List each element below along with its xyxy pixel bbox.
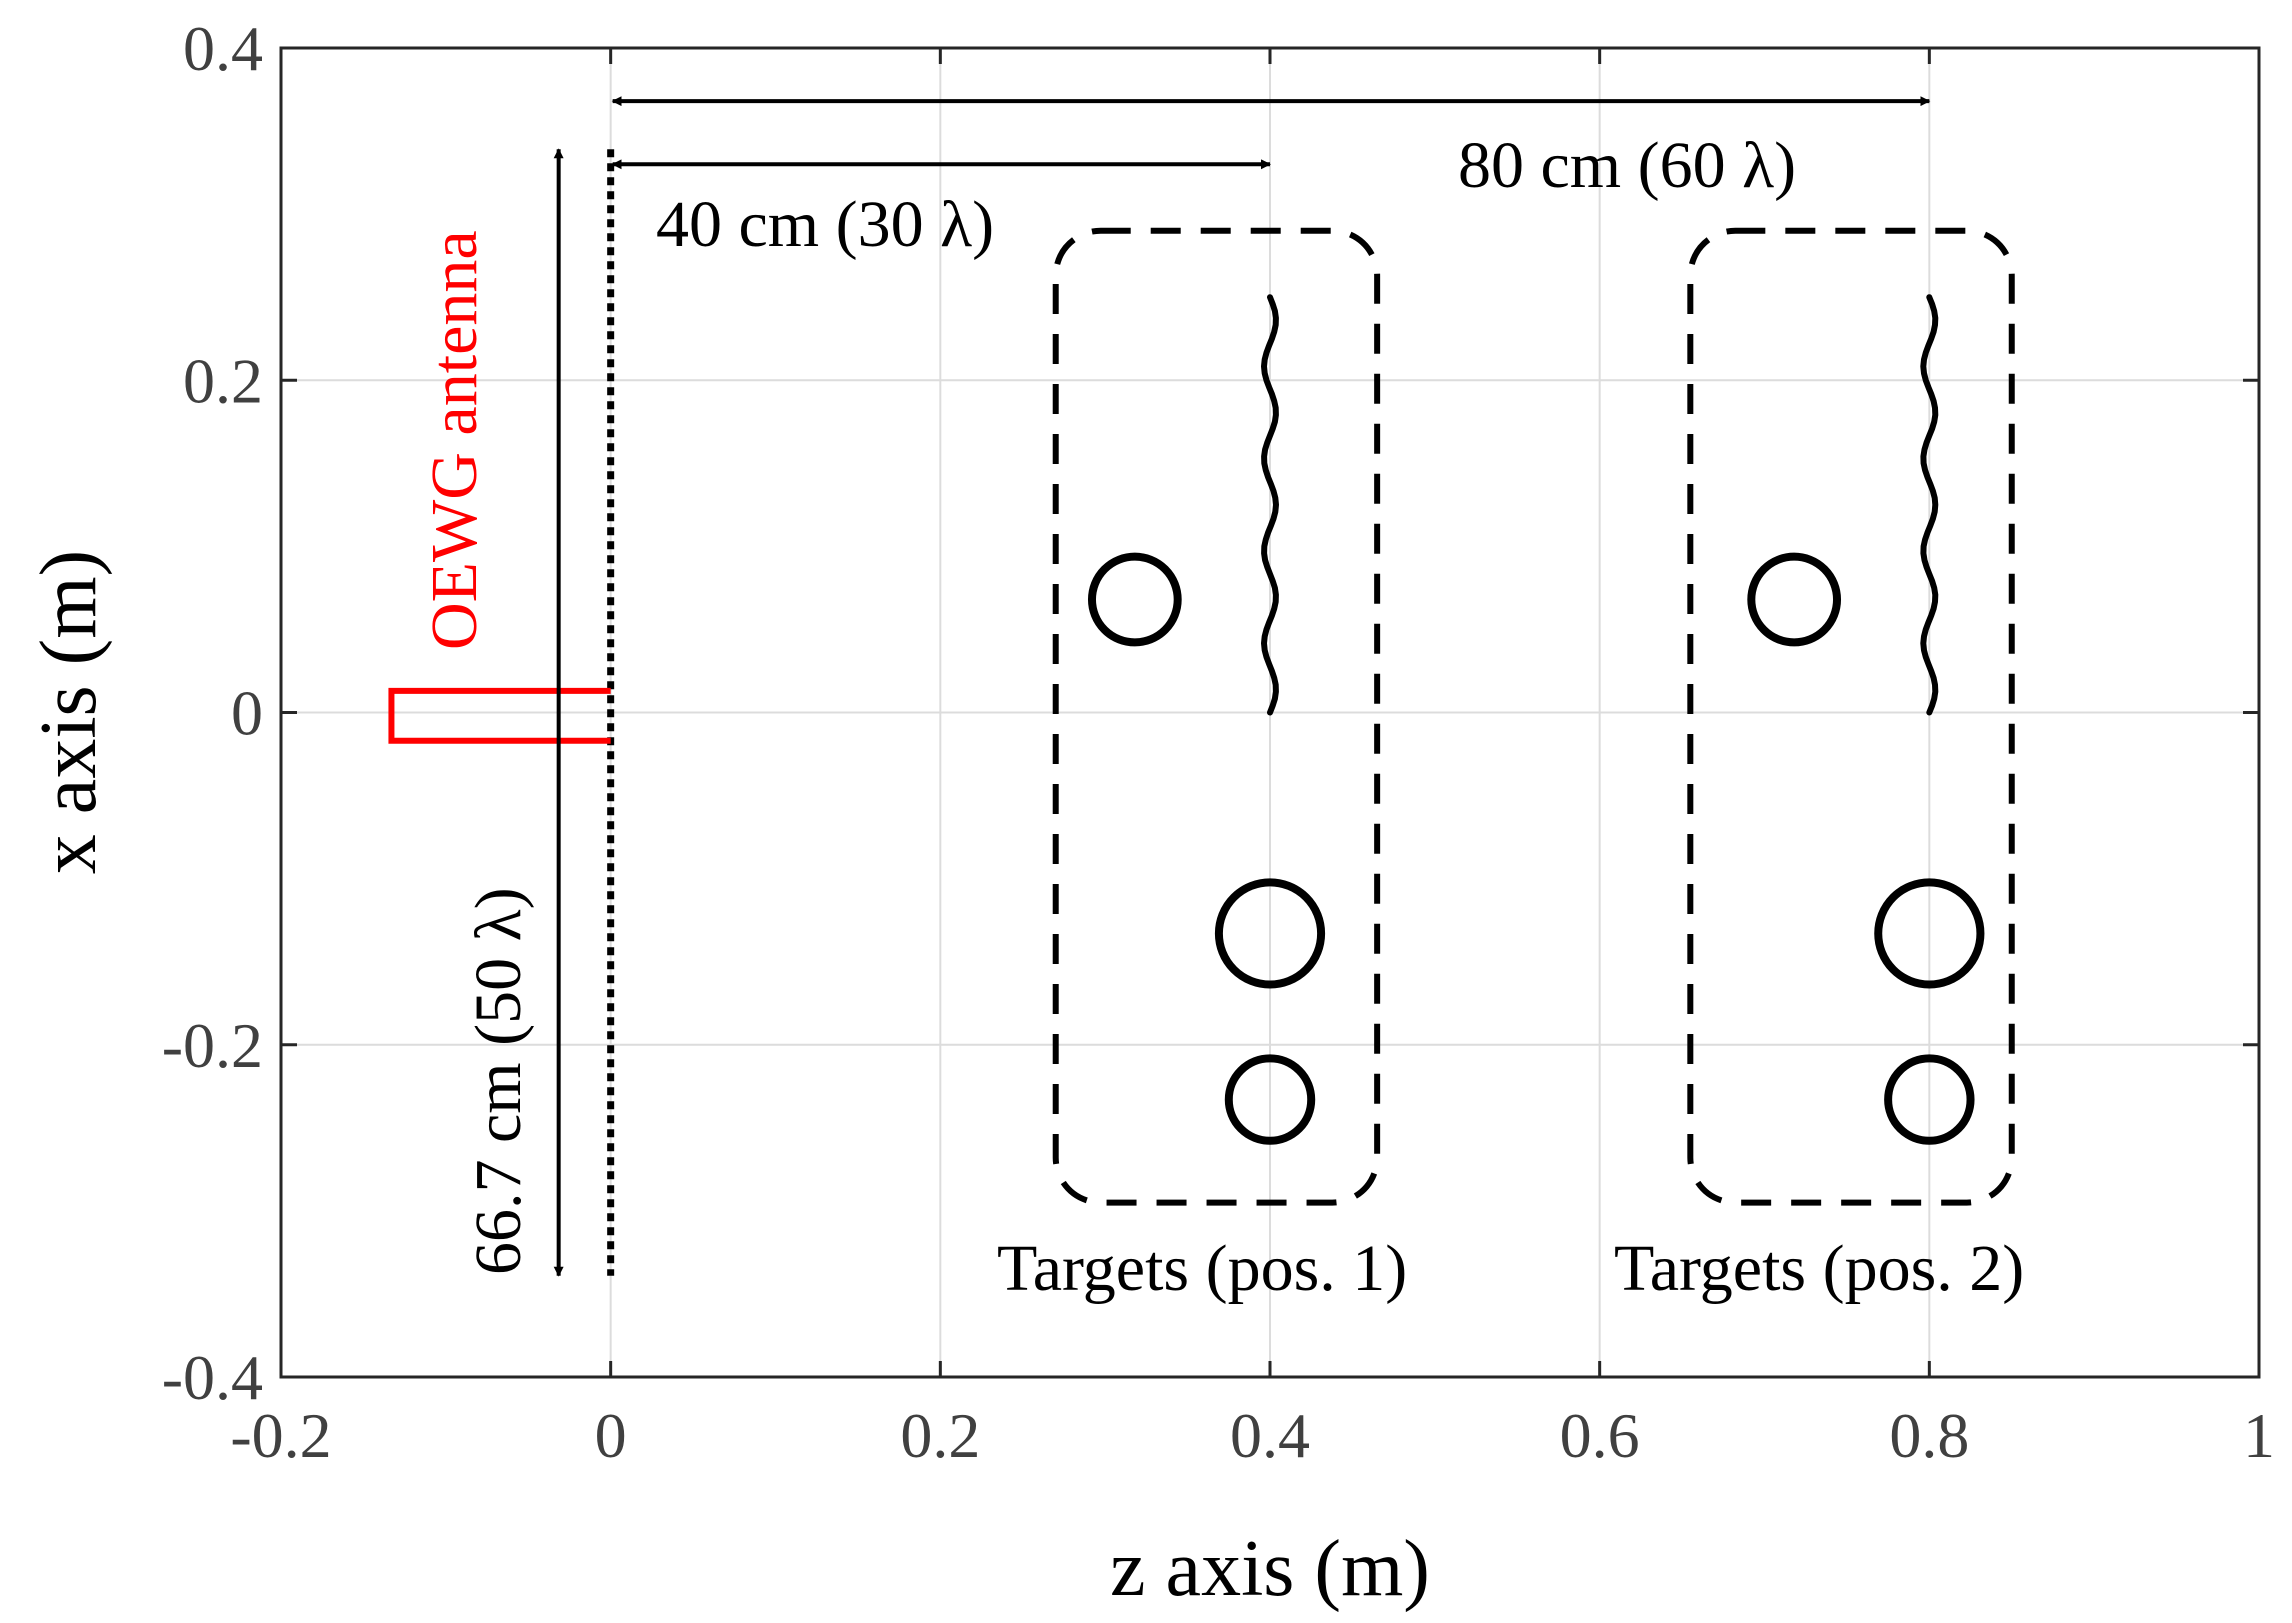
target-wire <box>1920 294 1939 716</box>
y-tick-label: 0 <box>231 678 263 749</box>
target-box <box>1052 227 1381 1206</box>
x-tick-label: 0.8 <box>1889 1400 1969 1471</box>
x-axis-label: z axis (m) <box>1110 1525 1430 1613</box>
target-groups <box>1052 227 2015 1206</box>
distance-40cm-label: 40 cm (30 λ) <box>656 188 994 261</box>
x-tick-label: 0.4 <box>1230 1400 1310 1471</box>
y-tick-label: 0.2 <box>183 345 263 416</box>
target-circle <box>1224 1054 1316 1145</box>
target-box <box>1687 227 2015 1206</box>
oewg-antenna-shape <box>388 687 611 744</box>
y-tick-label: -0.4 <box>162 1342 263 1413</box>
target-circle <box>1874 878 1985 989</box>
target-circle <box>1087 552 1182 647</box>
target-wire <box>1260 294 1280 716</box>
target-group-2 <box>1687 227 2015 1206</box>
targets-pos2-label: Targets (pos. 2) <box>1614 1232 2024 1305</box>
plot-area <box>279 46 2261 1379</box>
x-tick-label: 0.6 <box>1560 1400 1640 1471</box>
target-group-1 <box>1052 227 1381 1206</box>
y-axis-label: x axis (m) <box>25 550 113 874</box>
aperture-size-label: 66.7 cm (50 λ) <box>462 887 535 1275</box>
x-tick-label: 1 <box>2243 1400 2275 1471</box>
axis-ticks: -0.2 0 0.2 0.4 0.6 0.8 1-0.4-0.200.20.4 <box>162 13 2275 1471</box>
target-circle <box>1884 1054 1975 1145</box>
target-circle <box>1747 552 1842 647</box>
y-tick-label: 0.4 <box>183 13 263 84</box>
x-tick-label: 0.2 <box>900 1400 980 1471</box>
targets-pos1-label: Targets (pos. 1) <box>997 1232 1407 1305</box>
x-tick-label: 0 <box>595 1400 627 1471</box>
x-tick-label: -0.2 <box>230 1400 331 1471</box>
oewg-antenna-label: OEWG antenna <box>418 230 491 650</box>
target-circle <box>1214 878 1326 989</box>
y-tick-label: -0.2 <box>162 1010 263 1081</box>
distance-80cm-label: 80 cm (60 λ) <box>1458 129 1796 202</box>
